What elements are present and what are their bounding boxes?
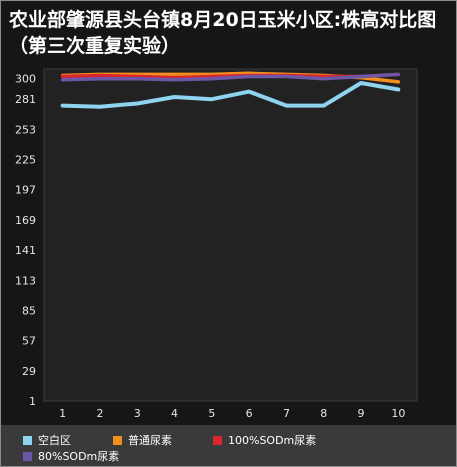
plot-area: [43, 68, 418, 402]
y-tick-label: 1: [29, 395, 36, 408]
y-tick-label: 281: [15, 93, 36, 106]
x-tick-label: 3: [134, 407, 141, 420]
series-line: [60, 81, 401, 109]
legend-label: 空白区: [38, 434, 71, 447]
y-tick-label: 85: [22, 304, 36, 317]
x-tick-label: 8: [320, 407, 327, 420]
legend-swatch: [23, 435, 32, 445]
legend-item: 80%SODm尿素: [23, 448, 119, 464]
legend-item: 100%SODm尿素: [213, 432, 316, 448]
x-tick-label: 7: [283, 407, 290, 420]
legend-label: 普通尿素: [128, 434, 172, 447]
legend-item: 普通尿素: [113, 432, 172, 448]
legend-item: 空白区: [23, 432, 71, 448]
legend-swatch: [23, 451, 32, 461]
chart-title: 农业部肇源县头台镇8月20日玉米小区:株高对比图（第三次重复实验）: [9, 9, 437, 57]
y-tick-label: 253: [15, 123, 36, 136]
x-tick-label: 9: [358, 407, 365, 420]
x-tick-label: 5: [208, 407, 215, 420]
y-tick-label: 225: [15, 154, 36, 167]
legend-label: 100%SODm尿素: [228, 434, 317, 447]
y-tick-label: 29: [22, 365, 36, 378]
legend-swatch: [113, 435, 122, 445]
x-tick-label: 4: [171, 407, 178, 420]
y-tick-label: 300: [15, 73, 36, 86]
chart-plot: 1 29 57 85 113 141 169 197 225 253 281 300 1 2 3 4 5 6 7 8 9…: [15, 68, 418, 420]
y-tick-label: 57: [22, 335, 36, 348]
legend-label: 80%SODm尿素: [38, 450, 120, 463]
series-line: [60, 72, 401, 82]
legend: 空白区 普通尿素 100%SODm尿素 80%SODm尿素: [1, 425, 456, 466]
x-tick-label: 10: [391, 407, 405, 420]
y-tick-label: 169: [15, 214, 36, 227]
x-tick-label: 1: [59, 407, 66, 420]
x-tick-label: 6: [246, 407, 253, 420]
y-tick-label: 197: [15, 184, 36, 197]
legend-swatch: [213, 435, 222, 445]
y-tick-label: 141: [15, 244, 36, 257]
y-tick-label: 113: [15, 274, 36, 287]
x-tick-label: 2: [96, 407, 103, 420]
